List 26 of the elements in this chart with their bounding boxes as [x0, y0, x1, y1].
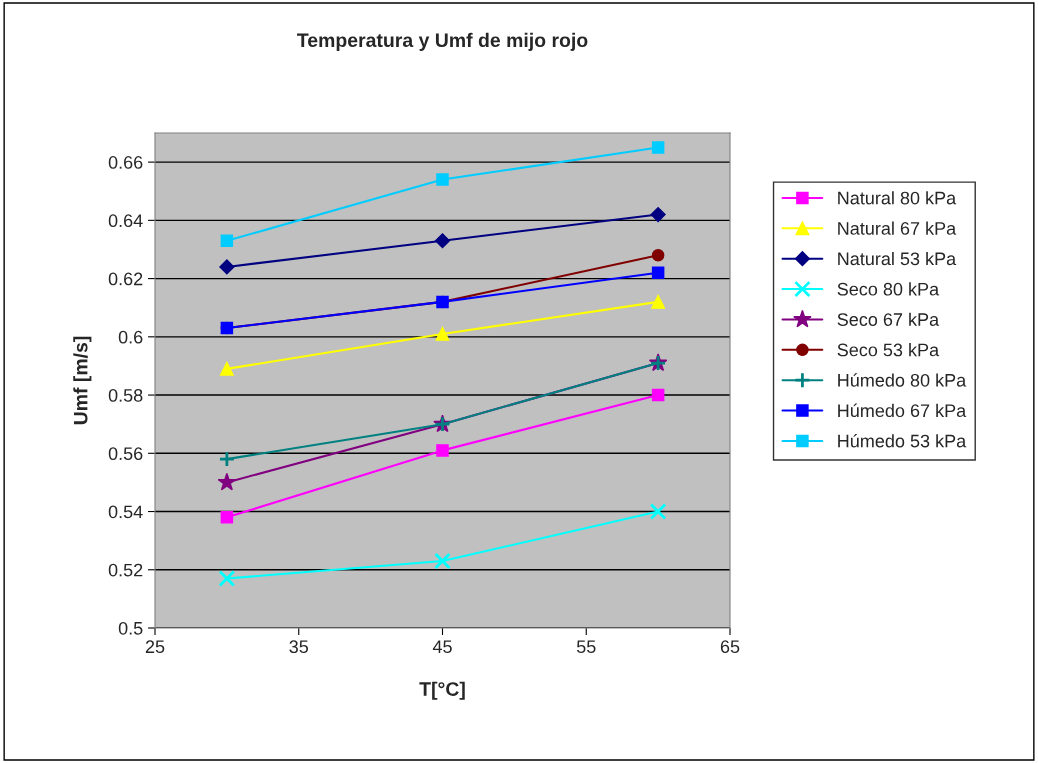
x-tick-label: 55 [576, 640, 596, 654]
y-tick-label: 0.58 [108, 388, 143, 402]
legend-label: Seco 80 kPa [837, 282, 940, 296]
y-tick-label: 0.62 [108, 272, 143, 286]
y-tick-label: 0.5 [118, 621, 143, 635]
y-tick-label: 0.64 [108, 214, 143, 228]
legend-label: Húmedo 80 kPa [838, 373, 967, 387]
y-tick-label: 0.52 [108, 563, 143, 577]
legend-label: Húmedo 53 kPa [838, 433, 967, 448]
legend-label: Húmedo 67 kPa [838, 403, 967, 418]
y-axis-title: Umf [m/s] [73, 336, 92, 425]
legend-label: Seco 67 kPa [837, 312, 940, 326]
legend-label: Natural 80 kPa [838, 191, 957, 205]
y-tick-label: 0.54 [108, 505, 143, 519]
y-tick-label: 0.56 [108, 447, 143, 461]
chart-title: Temperatura y Umf de mijo rojo [297, 32, 588, 51]
x-tick-label: 35 [289, 640, 309, 654]
legend-label: Seco 53 kPa [837, 343, 940, 357]
y-tick-label: 0.66 [108, 156, 143, 169]
legend-label: Natural 53 kPa [838, 251, 957, 266]
x-axis-title: T[°C] [419, 681, 465, 700]
legend-label: Natural 67 kPa [838, 221, 957, 235]
y-tick-label: 0.6 [118, 330, 143, 344]
x-tick-label: 65 [720, 640, 740, 654]
x-tick-label: 25 [145, 640, 165, 654]
x-tick-label: 45 [432, 640, 452, 654]
